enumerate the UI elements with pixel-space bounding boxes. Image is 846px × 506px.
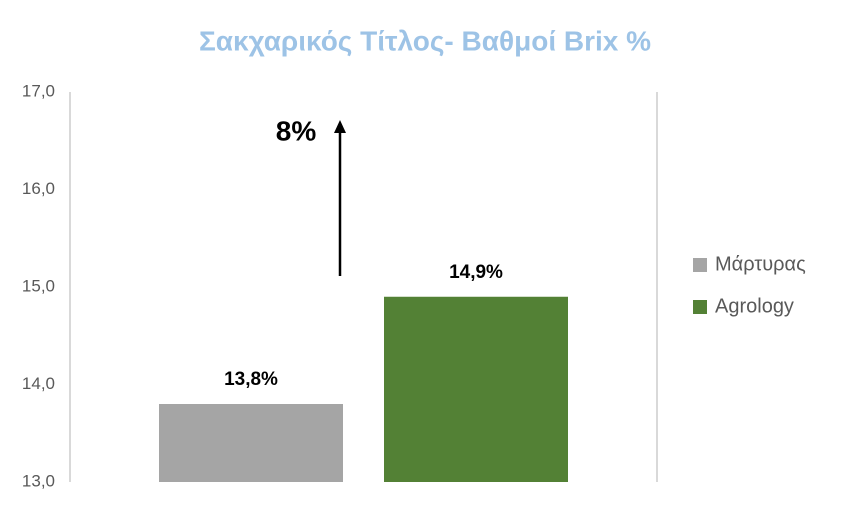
bar: [384, 296, 568, 482]
annotation: 8%: [276, 115, 317, 146]
y-tick-label: 14,0: [22, 374, 55, 393]
y-tick-label: 17,0: [22, 81, 55, 100]
legend-label: Agrology: [715, 295, 794, 317]
bar: [159, 404, 343, 482]
y-tick-label: 16,0: [22, 179, 55, 198]
legend-swatch: [693, 300, 707, 314]
value-label: 14,9%: [449, 262, 503, 283]
chart-title: Σακχαρικός Τίτλος- Βαθμοί Brix %: [199, 25, 651, 56]
legend-label: Μάρτυρας: [715, 253, 806, 275]
y-tick-label: 13,0: [22, 471, 55, 490]
value-label: 13,8%: [224, 369, 278, 390]
legend-swatch: [693, 258, 707, 272]
y-tick-label: 15,0: [22, 276, 55, 295]
arrow-head: [334, 120, 346, 133]
